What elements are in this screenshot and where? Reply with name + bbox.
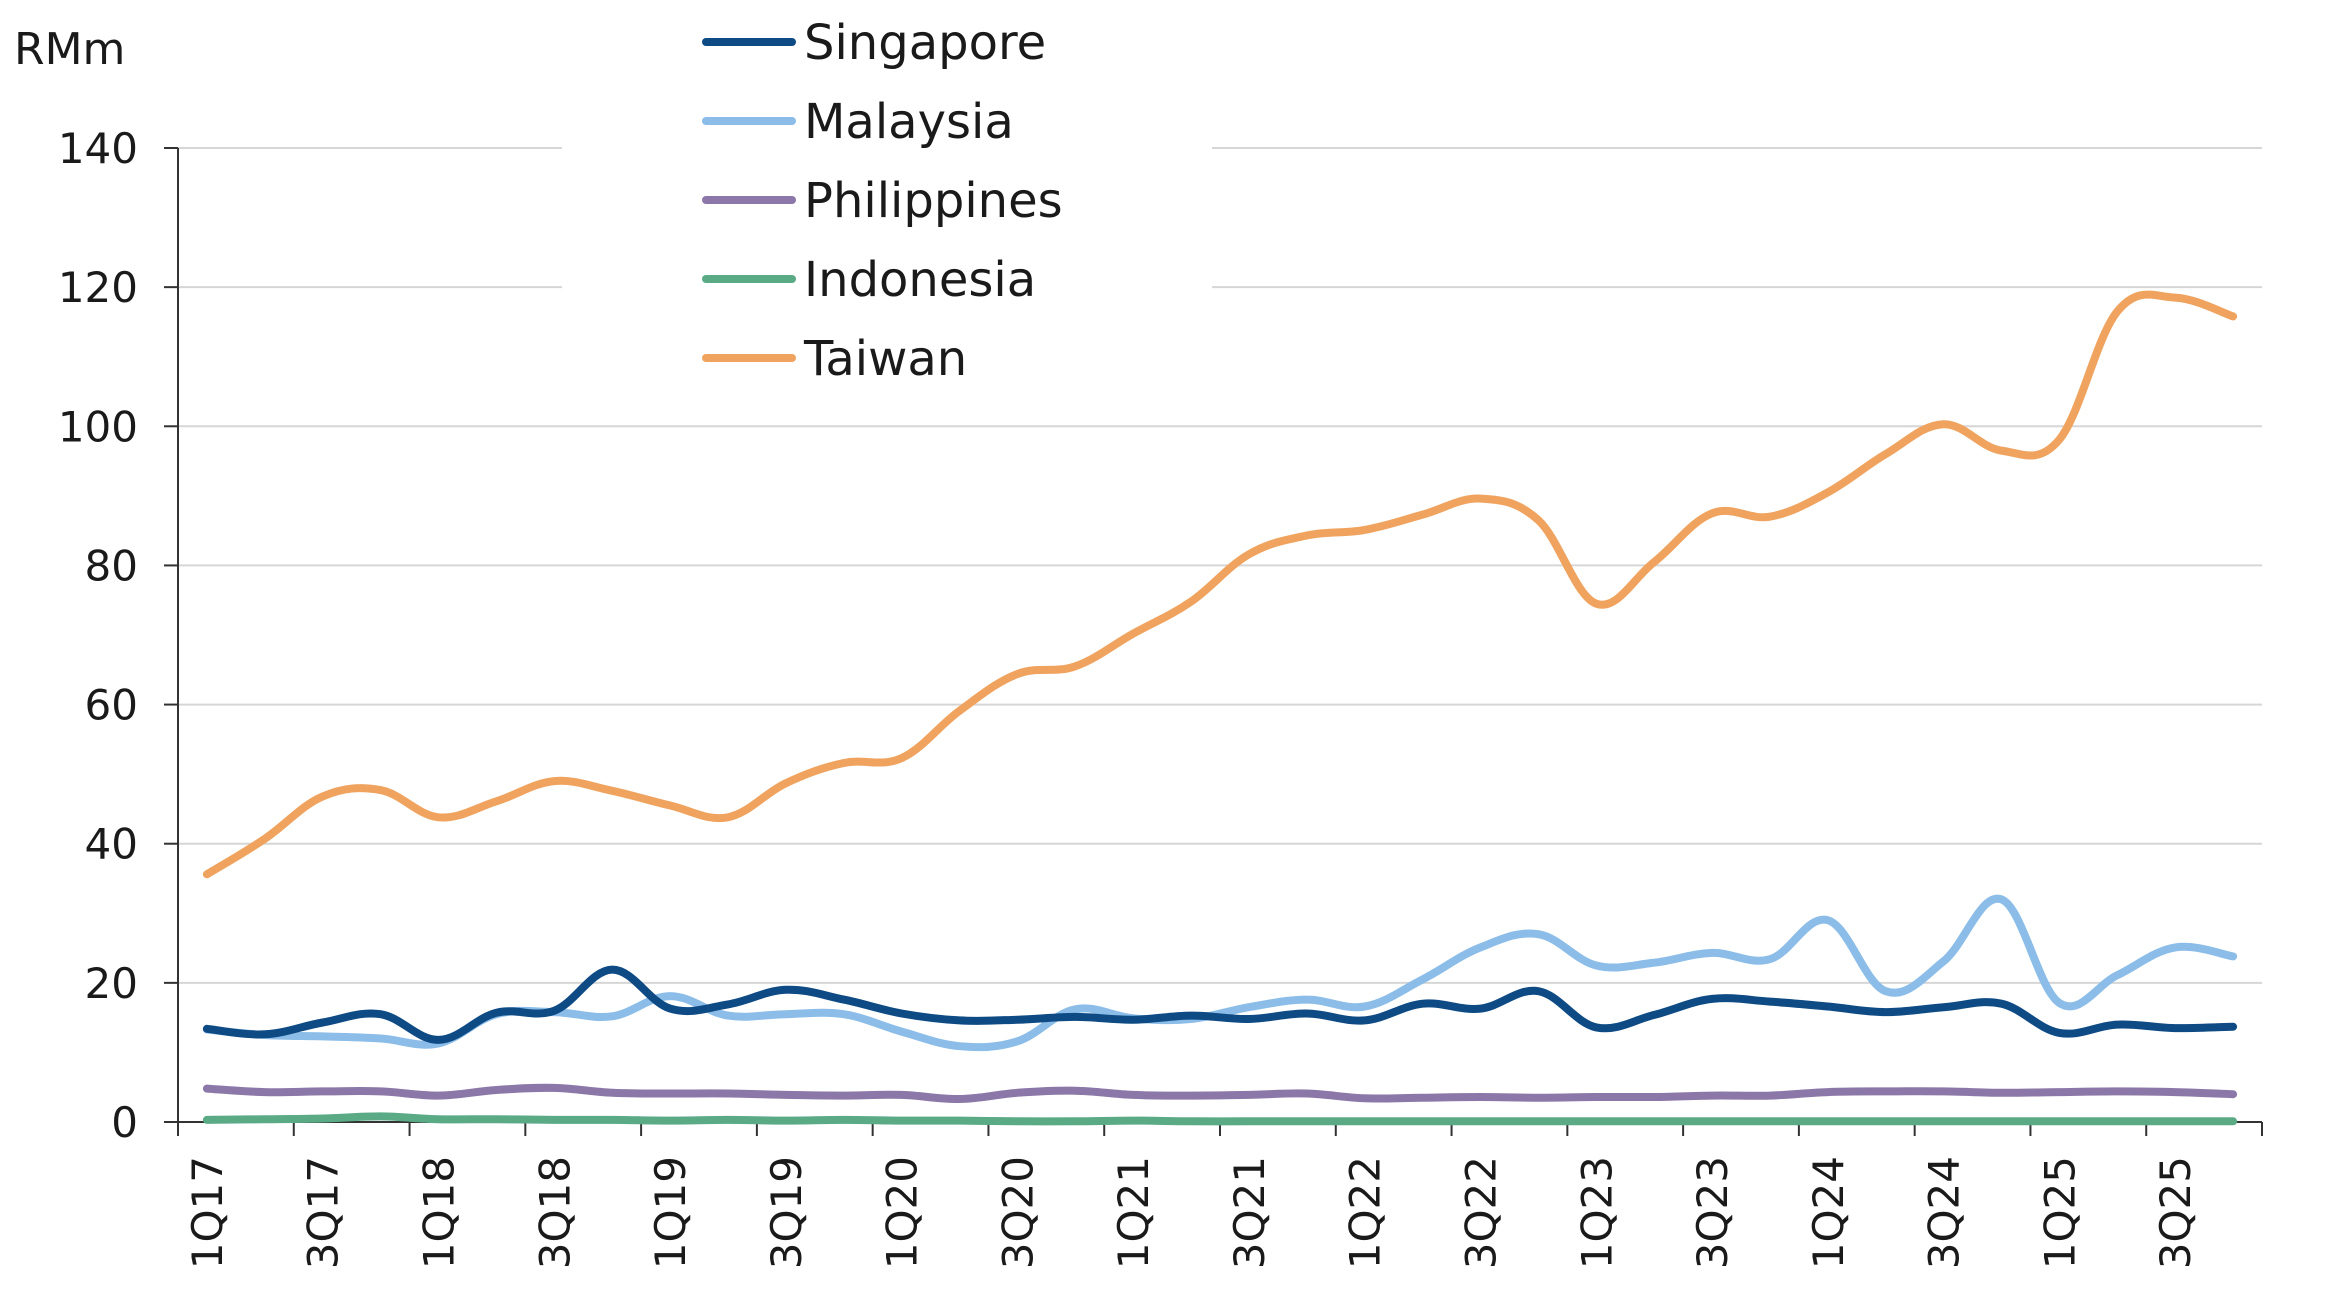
legend-label-malaysia: Malaysia [804,94,1014,150]
x-tick-label-3Q22: 3Q22 [1457,1156,1506,1269]
legend: Singapore Malaysia Philippines Indonesia Tai… [562,0,1212,408]
y-axis-tick-labels: 0 20 40 60 80 100 120 140 [58,124,138,1147]
y-tick-label-0: 0 [111,1098,138,1147]
x-tick-label-1Q25: 1Q25 [2035,1156,2084,1269]
series-lines [202,290,2238,1126]
axes [164,147,2263,1136]
x-tick-label-3Q24: 3Q24 [1920,1156,1969,1269]
series-line-singapore [202,965,2238,1044]
x-axis-tick-labels: 1Q17 3Q17 1Q18 3Q18 1Q19 3Q19 1Q20 3Q20 1Q21 3Q21… [183,1156,2200,1269]
x-tick-label-1Q18: 1Q18 [415,1156,464,1269]
legend-label-indonesia: Indonesia [804,252,1036,308]
x-tick-label-1Q19: 1Q19 [646,1156,695,1269]
x-tick-label-1Q17: 1Q17 [183,1156,232,1269]
series-line-malaysia [202,894,2238,1052]
gridlines [178,147,2262,984]
series-line-philippines [202,1083,2238,1104]
x-tick-label-1Q21: 1Q21 [1109,1156,1158,1269]
x-tick-label-3Q17: 3Q17 [299,1156,348,1269]
x-tick-label-3Q25: 3Q25 [2151,1156,2200,1269]
x-tick-label-1Q22: 1Q22 [1341,1156,1390,1269]
y-tick-label-80: 80 [85,541,138,590]
y-tick-label-40: 40 [85,820,138,869]
legend-label-philippines: Philippines [804,173,1063,229]
y-tick-label-100: 100 [58,402,138,451]
x-tick-label-1Q23: 1Q23 [1572,1156,1621,1269]
x-tick-label-3Q19: 3Q19 [762,1156,811,1269]
y-axis-unit-label: RMm [14,24,125,75]
x-tick-label-1Q24: 1Q24 [1804,1156,1853,1269]
x-tick-label-1Q20: 1Q20 [878,1156,927,1269]
series-line-taiwan [202,290,2238,879]
x-tick-label-3Q18: 3Q18 [530,1156,579,1269]
y-tick-label-120: 120 [58,263,138,312]
y-tick-label-60: 60 [85,681,138,730]
legend-label-taiwan: Taiwan [803,331,967,387]
x-tick-label-3Q23: 3Q23 [1688,1156,1737,1269]
series-line-indonesia [202,1112,2238,1126]
y-tick-label-20: 20 [85,959,138,1008]
y-tick-label-140: 140 [58,124,138,173]
x-tick-label-3Q20: 3Q20 [993,1156,1042,1269]
x-tick-label-3Q21: 3Q21 [1225,1156,1274,1269]
legend-label-singapore: Singapore [804,15,1046,71]
legend-background [562,0,1212,408]
